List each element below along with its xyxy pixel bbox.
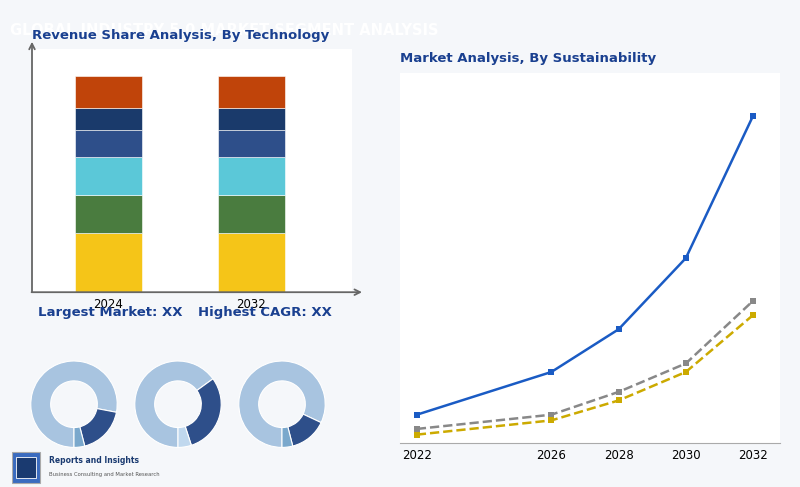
Bar: [218, 130, 285, 157]
Text: Reports and Insights: Reports and Insights: [49, 455, 139, 465]
Text: Revenue Share Analysis, By Technology: Revenue Share Analysis, By Technology: [32, 29, 330, 42]
Bar: [74, 130, 142, 157]
Wedge shape: [74, 427, 85, 448]
Text: GLOBAL INDUSTRY 5.0 MARKET SEGMENT ANALYSIS: GLOBAL INDUSTRY 5.0 MARKET SEGMENT ANALY…: [10, 23, 439, 38]
Wedge shape: [239, 361, 325, 448]
Bar: [218, 233, 285, 292]
Wedge shape: [31, 361, 117, 448]
Bar: [74, 195, 142, 233]
Bar: [218, 195, 285, 233]
Bar: [218, 108, 285, 130]
Bar: [74, 108, 142, 130]
Bar: [74, 76, 142, 108]
Wedge shape: [135, 361, 213, 448]
Wedge shape: [282, 427, 293, 448]
Bar: [218, 157, 285, 195]
FancyBboxPatch shape: [16, 457, 36, 478]
Text: Highest CAGR: XX: Highest CAGR: XX: [198, 306, 332, 319]
FancyBboxPatch shape: [12, 452, 40, 483]
Bar: [218, 76, 285, 108]
Text: Business Consulting and Market Research: Business Consulting and Market Research: [49, 472, 159, 477]
Wedge shape: [288, 414, 321, 446]
Bar: [74, 233, 142, 292]
Wedge shape: [186, 379, 221, 445]
Wedge shape: [178, 427, 191, 448]
Wedge shape: [80, 409, 117, 446]
Text: Largest Market: XX: Largest Market: XX: [38, 306, 183, 319]
Text: Market Analysis, By Sustainability: Market Analysis, By Sustainability: [400, 52, 656, 65]
Bar: [74, 157, 142, 195]
